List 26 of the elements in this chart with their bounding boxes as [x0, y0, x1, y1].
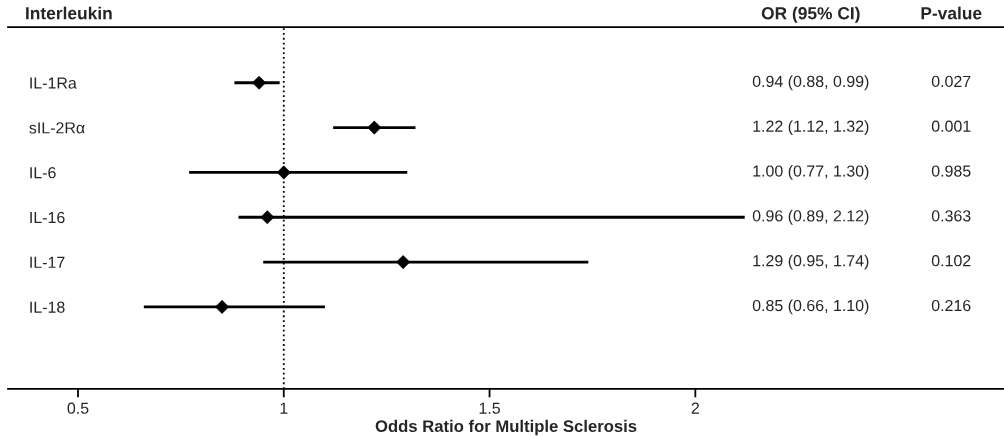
annotation: 0.96 (0.89, 2.12): [752, 209, 869, 225]
annotation: 0.85 (0.66, 1.10): [752, 299, 869, 315]
y-axis-title: Interleukin: [26, 6, 112, 20]
text: OR (95% CI): [761, 6, 860, 23]
y-tick-label: IL-17: [30, 256, 65, 268]
y-tick-label: IL-6: [30, 167, 56, 179]
annotation: 0.027: [931, 75, 971, 88]
x-axis-title: Odds Ratio for Multiple Sclerosis: [375, 419, 637, 436]
text: P-value: [921, 6, 982, 20]
annotation: 0.216: [931, 299, 971, 312]
annotation: 0.001: [931, 120, 971, 132]
annotation: 1.00 (0.77, 1.30): [753, 164, 869, 180]
annotation: 0.94 (0.88, 0.99): [752, 75, 869, 91]
annotation: 0.102: [931, 255, 971, 267]
y-tick-label: IL-16: [30, 211, 65, 224]
y-tick-label: sIL-2Rα: [29, 122, 85, 134]
x-tick-label: 1.5: [479, 402, 500, 414]
annotation: 0.985: [931, 165, 971, 177]
annotation: 0.363: [931, 210, 971, 222]
annotation: 1.29 (0.95, 1.74): [753, 254, 869, 270]
annotation: 1.22 (1.12, 1.32): [753, 120, 869, 136]
x-tick-label: 0.5: [67, 402, 89, 414]
x-tick-label: 1: [280, 402, 288, 414]
y-tick-label: IL-1Ra: [30, 77, 77, 89]
y-tick-label: IL-18: [30, 301, 65, 313]
x-tick-label: 2: [691, 402, 699, 414]
